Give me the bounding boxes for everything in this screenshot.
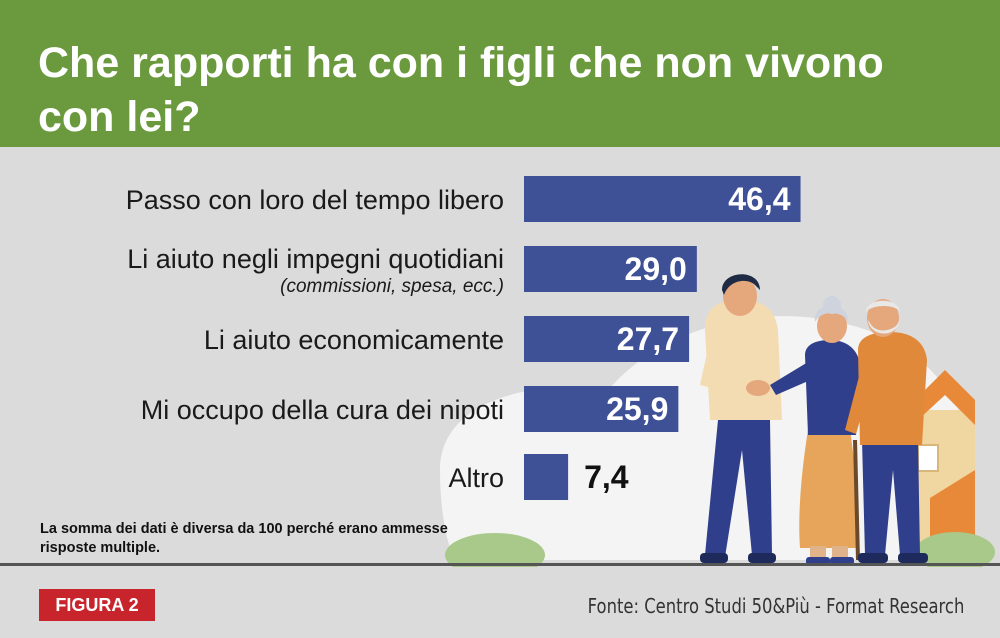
bar-value-label: 29,0 bbox=[625, 251, 687, 287]
bar-value-label: 7,4 bbox=[584, 459, 629, 495]
bar-0 bbox=[524, 176, 801, 222]
bar-value-label: 25,9 bbox=[606, 391, 668, 427]
elderly-man-figure bbox=[845, 299, 928, 563]
bar-2 bbox=[524, 316, 690, 362]
category-label: Passo con loro del tempo libero bbox=[126, 185, 504, 215]
family-illustration bbox=[445, 274, 995, 567]
source-credit: Fonte: Centro Studi 50&Più - Format Rese… bbox=[587, 594, 964, 618]
bar-value-label: 46,4 bbox=[728, 181, 790, 217]
bar-4 bbox=[524, 454, 569, 500]
category-label: Altro bbox=[448, 463, 504, 493]
bar-chart: 46,4 Passo con loro del tempo libero 29,0 L… bbox=[126, 176, 995, 567]
bar-value-label: 27,7 bbox=[617, 321, 679, 357]
footer-divider bbox=[0, 563, 1000, 566]
bar-1 bbox=[524, 246, 697, 292]
bush bbox=[445, 533, 545, 567]
category-label: Mi occupo della cura dei nipoti bbox=[141, 395, 504, 425]
bush bbox=[915, 532, 995, 567]
category-label: Li aiuto economicamente bbox=[204, 325, 504, 355]
bars-group: 46,4 Passo con loro del tempo libero 29,0 L… bbox=[126, 176, 801, 500]
bar-3 bbox=[524, 386, 679, 432]
category-sublabel: (commissioni, spesa, ecc.) bbox=[280, 276, 504, 297]
young-man-figure bbox=[700, 274, 782, 563]
chart-note: La somma dei dati è diversa da 100 perch… bbox=[40, 521, 448, 556]
page-title: Che rapporti ha con i figli che non vivo… bbox=[38, 39, 884, 141]
elderly-woman-figure bbox=[770, 296, 860, 565]
figure-badge: FIGURA 2 bbox=[39, 589, 155, 621]
category-label: Li aiuto negli impegni quotidiani bbox=[127, 244, 504, 274]
header-banner: Che rapporti ha con i figli che non vivo… bbox=[0, 0, 1000, 147]
